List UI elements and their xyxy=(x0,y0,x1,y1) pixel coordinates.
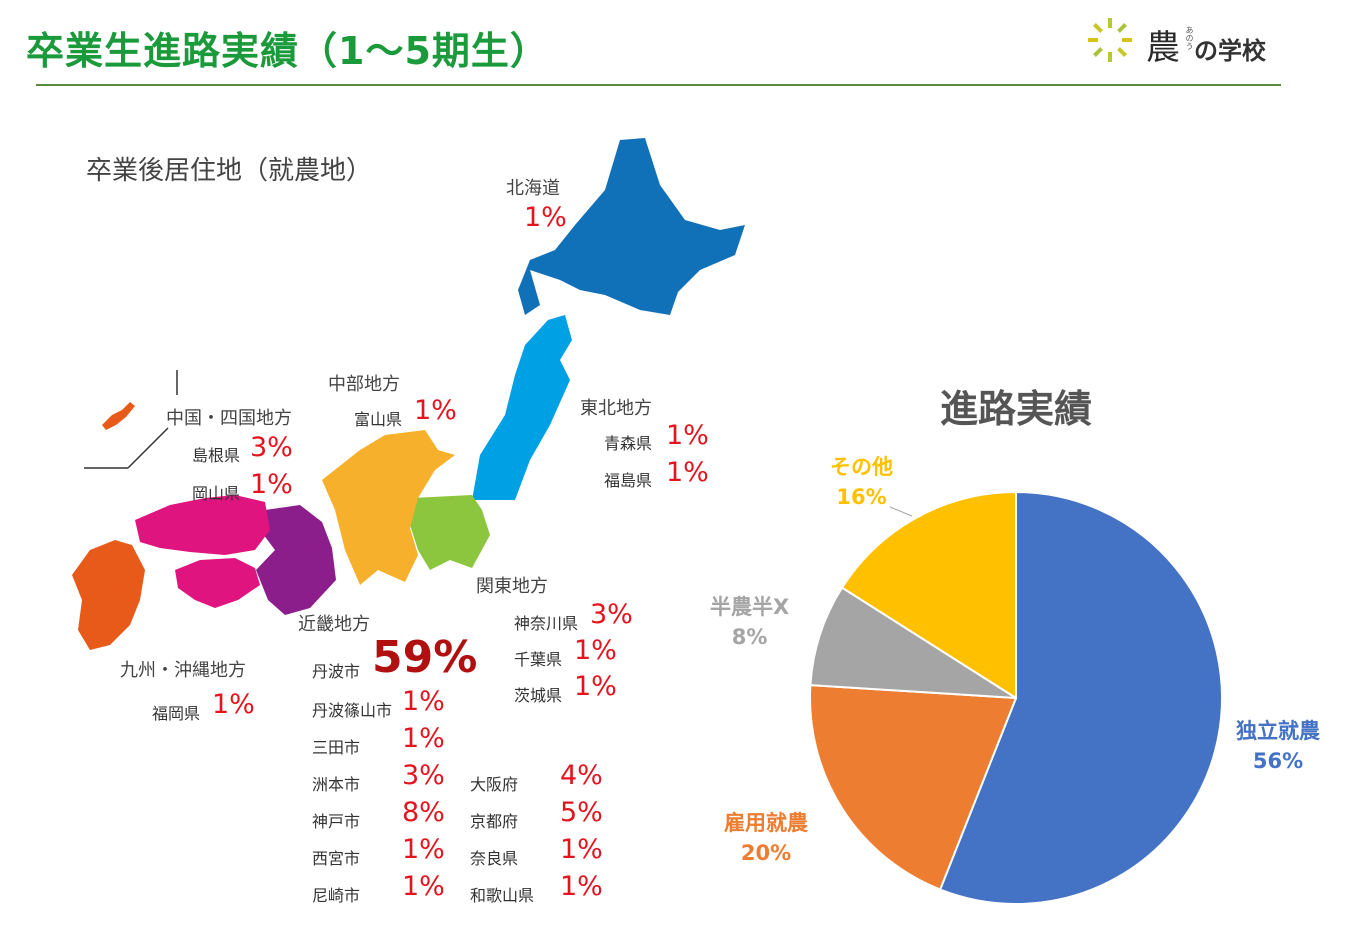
region-label-kanto: 関東地方 xyxy=(476,576,548,597)
pie-slice-2 xyxy=(809,586,1017,699)
pct-chiba: 1% xyxy=(574,635,617,666)
pct-amagasaki: 1% xyxy=(402,871,445,902)
slice-label-other: その他 16% xyxy=(830,452,893,512)
japan-map xyxy=(72,138,745,650)
pref-ibaraki: 茨城県 xyxy=(514,686,563,705)
pref-nishinomiya: 西宮市 xyxy=(312,849,361,868)
pie-slice-0 xyxy=(938,490,1223,905)
pct-wakayama: 1% xyxy=(560,871,603,902)
slice-label-employed-name: 雇用就農 xyxy=(724,811,808,835)
pref-toyama: 富山県 xyxy=(354,410,403,429)
pref-fukuoka: 福岡県 xyxy=(152,704,201,723)
pref-sumoto: 洲本市 xyxy=(312,775,361,794)
map-region-kanto xyxy=(410,495,490,570)
pref-fukushima: 福島県 xyxy=(604,471,653,490)
logo-sun-icon xyxy=(1088,18,1132,62)
pct-kanagawa: 3% xyxy=(590,599,633,630)
map-region-kyushu xyxy=(72,540,145,650)
pref-amagasaki: 尼崎市 xyxy=(312,886,361,905)
pref-tamba: 丹波市 xyxy=(312,662,361,681)
title-divider xyxy=(36,84,1281,86)
slice-label-other-pct: 16% xyxy=(836,485,887,509)
pct-nishinomiya: 1% xyxy=(402,834,445,865)
pct-tamba-sasayama: 1% xyxy=(402,686,445,717)
map-region-tohoku xyxy=(472,315,572,500)
pct-aomori: 1% xyxy=(666,420,709,451)
pref-chiba: 千葉県 xyxy=(514,650,563,669)
map-region-kinki xyxy=(256,505,336,615)
pct-tamba: 59% xyxy=(372,632,478,683)
pie-chart-title: 進路実績 xyxy=(940,387,1093,431)
slice-label-employed-pct: 20% xyxy=(740,841,792,865)
pref-osaka: 大阪府 xyxy=(470,775,519,794)
region-label-chubu: 中部地方 xyxy=(328,374,400,395)
region-label-kyushu: 九州・沖縄地方 xyxy=(120,660,246,681)
map-region-hokkaido xyxy=(518,138,745,315)
map-region-okinawa xyxy=(102,402,135,430)
pct-nara: 1% xyxy=(560,834,603,865)
map-region-shikoku xyxy=(175,558,260,608)
pct-okayama: 1% xyxy=(250,469,293,500)
region-label-kinki: 近畿地方 xyxy=(298,614,370,635)
logo-rest: の学校 xyxy=(1194,37,1266,65)
pct-toyama: 1% xyxy=(414,395,457,426)
slice-label-employed: 雇用就農 20% xyxy=(724,808,808,868)
pct-fukushima: 1% xyxy=(666,457,709,488)
pie-slice-1 xyxy=(809,684,1018,891)
pref-nara: 奈良県 xyxy=(470,849,519,868)
pct-osaka: 4% xyxy=(560,760,603,791)
leader-line-other xyxy=(889,506,913,517)
page-title: 卒業生進路実績（1～5期生） xyxy=(26,29,549,73)
slice-label-independent-pct: 56% xyxy=(1252,749,1304,773)
region-label-hokkaido: 北海道 xyxy=(506,178,560,199)
pref-kyoto: 京都府 xyxy=(470,812,519,831)
pref-kobe: 神戸市 xyxy=(312,812,361,831)
slice-label-hannou-hanx: 半農半X 8% xyxy=(710,592,789,652)
career-pie-chart xyxy=(809,490,1223,905)
slice-label-independent: 独立就農 56% xyxy=(1236,716,1320,776)
pref-aomori: 青森県 xyxy=(604,434,653,453)
pct-ibaraki: 1% xyxy=(574,671,617,702)
pct-kyoto: 5% xyxy=(560,797,603,828)
okinawa-inset-line-diagonal xyxy=(127,427,169,469)
logo-ruby: あのう xyxy=(1185,26,1194,50)
region-label-tohoku: 東北地方 xyxy=(580,398,652,419)
pref-tamba-sasayama: 丹波篠山市 xyxy=(312,701,393,720)
logo-wordmark: 農あのう の学校 xyxy=(1146,20,1266,69)
region-label-chugoku-shikoku: 中国・四国地方 xyxy=(166,408,292,429)
slice-label-hannou-hanx-pct: 8% xyxy=(731,625,768,649)
slice-label-other-name: その他 xyxy=(830,455,893,479)
logo-kanji: 農 xyxy=(1146,28,1180,68)
pref-okayama: 岡山県 xyxy=(192,484,241,503)
slice-label-independent-name: 独立就農 xyxy=(1236,719,1320,743)
pct-sanda: 1% xyxy=(402,723,445,754)
pct-fukuoka: 1% xyxy=(212,689,255,720)
pref-wakayama: 和歌山県 xyxy=(470,886,535,905)
pct-kobe: 8% xyxy=(402,797,445,828)
map-region-chugoku xyxy=(135,495,270,555)
pct-shimane: 3% xyxy=(250,432,293,463)
pref-sanda: 三田市 xyxy=(312,738,361,757)
pref-kanagawa: 神奈川県 xyxy=(514,614,579,633)
map-subtitle: 卒業後居住地（就農地） xyxy=(86,156,373,186)
pct-sumoto: 3% xyxy=(402,760,445,791)
pct-hokkaido: 1% xyxy=(524,202,567,233)
map-region-chubu xyxy=(322,430,455,585)
pie-slice-3 xyxy=(840,490,1017,700)
slice-label-hannou-hanx-name: 半農半X xyxy=(710,595,790,619)
pref-shimane: 島根県 xyxy=(192,446,241,465)
school-logo xyxy=(1088,18,1132,62)
